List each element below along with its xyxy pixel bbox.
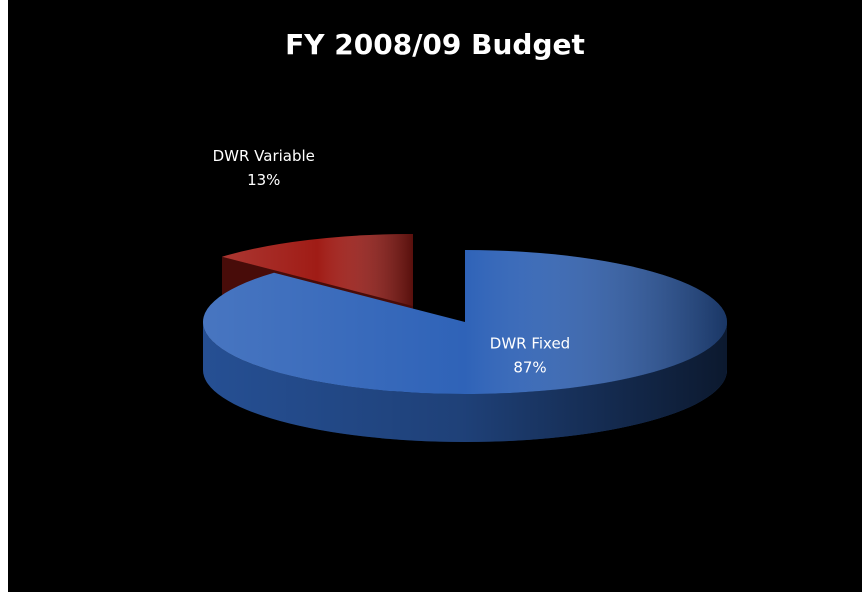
- slice-side-shade: [203, 322, 727, 442]
- slice-shade: [222, 234, 413, 306]
- slice-label: DWR Variable: [213, 147, 315, 165]
- slice-value-label: 13%: [247, 171, 280, 189]
- slice-shade: [202, 250, 727, 395]
- slice-value-label: 87%: [513, 359, 546, 377]
- chart-title: FY 2008/09 Budget: [285, 28, 585, 61]
- slice-label: DWR Fixed: [490, 335, 570, 353]
- chart-background: [8, 0, 862, 592]
